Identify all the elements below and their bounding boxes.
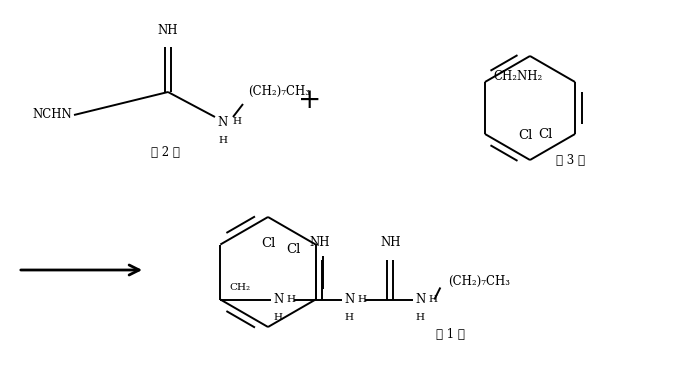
- Text: NCHN: NCHN: [32, 108, 72, 122]
- Text: CH₂NH₂: CH₂NH₂: [493, 70, 542, 84]
- Text: +: +: [298, 86, 322, 113]
- Text: H: H: [345, 312, 354, 321]
- Text: Cl: Cl: [261, 237, 275, 250]
- Text: H: H: [219, 136, 227, 145]
- Text: H: H: [287, 295, 296, 304]
- Text: H: H: [274, 312, 283, 321]
- Text: H: H: [416, 312, 425, 321]
- Text: Cl: Cl: [539, 127, 553, 140]
- Text: NH: NH: [380, 237, 401, 249]
- Text: （ 3 ）: （ 3 ）: [556, 154, 584, 167]
- Text: H: H: [428, 295, 438, 304]
- Text: NH: NH: [158, 24, 178, 37]
- Text: N: N: [415, 293, 426, 306]
- Text: Cl: Cl: [518, 129, 532, 142]
- Text: (CH₂)₇CH₃: (CH₂)₇CH₃: [448, 275, 510, 288]
- Text: N: N: [273, 293, 284, 306]
- Text: (CH₂)₇CH₃: (CH₂)₇CH₃: [248, 85, 310, 98]
- Text: H: H: [232, 118, 241, 127]
- Text: （ 1 ）: （ 1 ）: [435, 328, 464, 341]
- Text: N: N: [218, 115, 228, 129]
- Text: NH: NH: [309, 237, 330, 249]
- Text: CH₂: CH₂: [230, 283, 251, 292]
- Text: Cl: Cl: [287, 243, 301, 256]
- Text: （ 2 ）: （ 2 ）: [150, 145, 180, 158]
- Text: H: H: [357, 295, 366, 304]
- Text: N: N: [344, 293, 354, 306]
